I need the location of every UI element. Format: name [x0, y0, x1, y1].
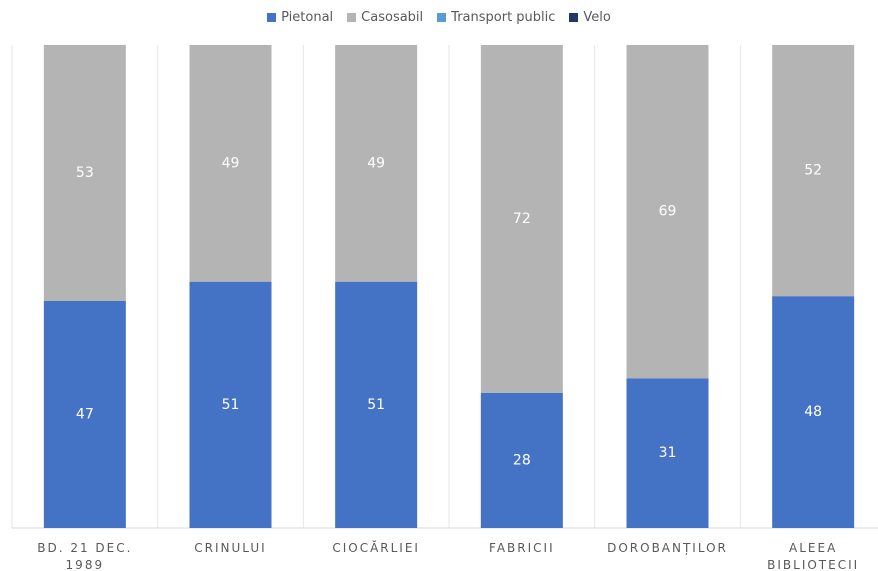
bar-segment: [626, 378, 709, 528]
data-label: 52: [804, 163, 822, 179]
legend-label: Pietonal: [281, 10, 334, 25]
data-label: 48: [804, 404, 822, 420]
data-label: 51: [367, 397, 385, 413]
bar-segment: [43, 300, 126, 528]
bar-segment: [626, 45, 709, 379]
bar-segment: [43, 45, 126, 301]
legend-label: Transport public: [451, 10, 556, 25]
legend: Pietonal Casosabil Transport public Velo: [0, 10, 878, 25]
x-tick-label: ALEEA BIBLIOTECII: [767, 541, 860, 571]
data-label: 31: [659, 445, 677, 461]
x-tick-label: DOROBANȚILOR: [607, 541, 728, 555]
legend-item: Transport public: [437, 10, 555, 25]
x-tick-label: FABRICII: [489, 541, 555, 555]
bar-segment: [480, 45, 563, 393]
data-label: 53: [76, 165, 94, 181]
data-label: 72: [513, 211, 531, 227]
data-label: 47: [76, 406, 94, 422]
bar-segment: [335, 45, 418, 282]
bar-segment: [189, 281, 272, 528]
legend-item: Pietonal: [267, 10, 333, 25]
data-label: 49: [222, 155, 240, 171]
legend-swatch: [569, 13, 579, 22]
legend-label: Velo: [583, 10, 611, 25]
legend-item: Casosabil: [347, 10, 423, 25]
x-tick-label: BD. 21 DEC. 1989: [37, 541, 133, 571]
data-label: 69: [659, 204, 677, 220]
legend-swatch: [267, 13, 277, 22]
legend-label: Casosabil: [361, 10, 424, 25]
bar-segment: [772, 296, 855, 528]
data-label: 51: [222, 397, 240, 413]
legend-swatch: [437, 13, 447, 22]
legend-item: Velo: [569, 10, 611, 25]
bar-segment: [772, 45, 855, 297]
data-label: 28: [513, 452, 531, 468]
bar-segment: [480, 392, 563, 528]
legend-swatch: [347, 13, 357, 22]
x-tick-label: CIOCĂRLIEI: [332, 541, 420, 555]
x-tick-label: CRINULUI: [194, 541, 267, 555]
bar-segment: [335, 281, 418, 528]
data-label: 49: [367, 155, 385, 171]
bar-segment: [189, 45, 272, 282]
